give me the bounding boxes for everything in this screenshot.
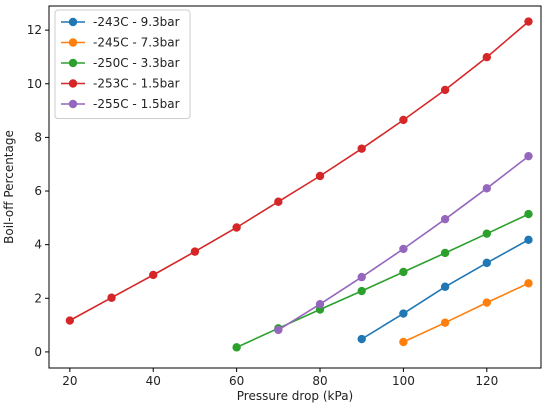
- y-tick-label: 2: [34, 291, 42, 305]
- data-point: [524, 209, 533, 219]
- y-tick-label: 4: [34, 238, 42, 252]
- data-point: [357, 144, 366, 153]
- legend-item: -255C - 1.5bar: [61, 97, 180, 111]
- data-point: [524, 235, 533, 245]
- legend-marker: [68, 58, 78, 68]
- y-axis-label: Boil-off Percentage: [2, 130, 16, 244]
- data-point: [482, 184, 491, 193]
- data-point: [440, 248, 450, 258]
- y-tick-label: 12: [27, 23, 42, 37]
- data-point: [399, 244, 408, 254]
- series-2: [399, 279, 533, 347]
- data-point: [357, 334, 366, 344]
- data-point: [315, 299, 325, 309]
- x-tick-label: 80: [312, 374, 327, 388]
- y-tick-label: 8: [34, 130, 42, 144]
- data-point: [524, 279, 533, 288]
- data-point: [440, 318, 450, 327]
- data-point: [440, 214, 450, 224]
- legend-label: -250C - 3.3bar: [93, 56, 180, 70]
- data-point: [399, 267, 408, 277]
- data-point: [482, 53, 491, 62]
- data-point: [107, 293, 116, 302]
- legend-label: -253C - 1.5bar: [93, 77, 180, 91]
- axis-ticks: 20 40 60 80 100 120 0 2 4 6 8 10 12: [27, 23, 499, 388]
- data-point: [232, 343, 241, 352]
- data-point: [399, 115, 408, 125]
- x-tick-label: 60: [229, 374, 244, 388]
- data-point: [357, 272, 366, 282]
- legend-marker: [68, 79, 78, 88]
- data-point: [274, 197, 283, 206]
- data-point: [399, 337, 408, 347]
- y-tick-label: 10: [27, 77, 42, 91]
- x-tick-label: 40: [146, 374, 161, 388]
- data-point: [357, 286, 366, 296]
- legend-item: -243C - 9.3bar: [61, 15, 180, 29]
- legend-item: -250C - 3.3bar: [61, 56, 180, 70]
- data-point: [440, 282, 450, 291]
- series-line: [69, 20, 530, 322]
- legend: -243C - 9.3bar -245C - 7.3bar -250C - 3.3b…: [54, 9, 191, 119]
- data-point: [65, 316, 75, 325]
- data-point: [190, 247, 200, 256]
- legend-label: -255C - 1.5bar: [93, 97, 180, 111]
- data-point: [315, 171, 325, 181]
- data-point: [482, 298, 491, 307]
- legend-label: -243C - 9.3bar: [93, 15, 180, 29]
- legend-item: -253C - 1.5bar: [61, 77, 180, 91]
- series-layer: [65, 17, 533, 352]
- legend-item: -245C - 7.3bar: [61, 36, 180, 50]
- series-5: [274, 151, 533, 335]
- data-point: [440, 85, 450, 95]
- legend-box: [54, 9, 191, 119]
- legend-marker: [68, 38, 78, 47]
- y-tick-label: 6: [34, 184, 42, 198]
- data-point: [149, 270, 158, 280]
- legend-label: -245C - 7.3bar: [93, 36, 180, 50]
- series-4: [65, 17, 533, 325]
- series-1: [357, 235, 533, 344]
- data-point: [399, 309, 408, 318]
- data-point: [482, 229, 491, 238]
- x-tick-label: 100: [392, 374, 415, 388]
- data-point: [232, 223, 241, 232]
- data-point: [524, 17, 533, 26]
- data-point: [524, 151, 533, 161]
- x-tick-label: 20: [62, 374, 77, 388]
- x-axis-label: Pressure drop (kPa): [237, 389, 353, 403]
- y-tick-label: 0: [34, 345, 42, 359]
- data-point: [274, 325, 283, 335]
- x-tick-label: 120: [475, 374, 498, 388]
- series-line: [403, 282, 529, 343]
- data-point: [482, 258, 491, 268]
- legend-marker: [68, 99, 78, 109]
- legend-marker: [68, 17, 78, 27]
